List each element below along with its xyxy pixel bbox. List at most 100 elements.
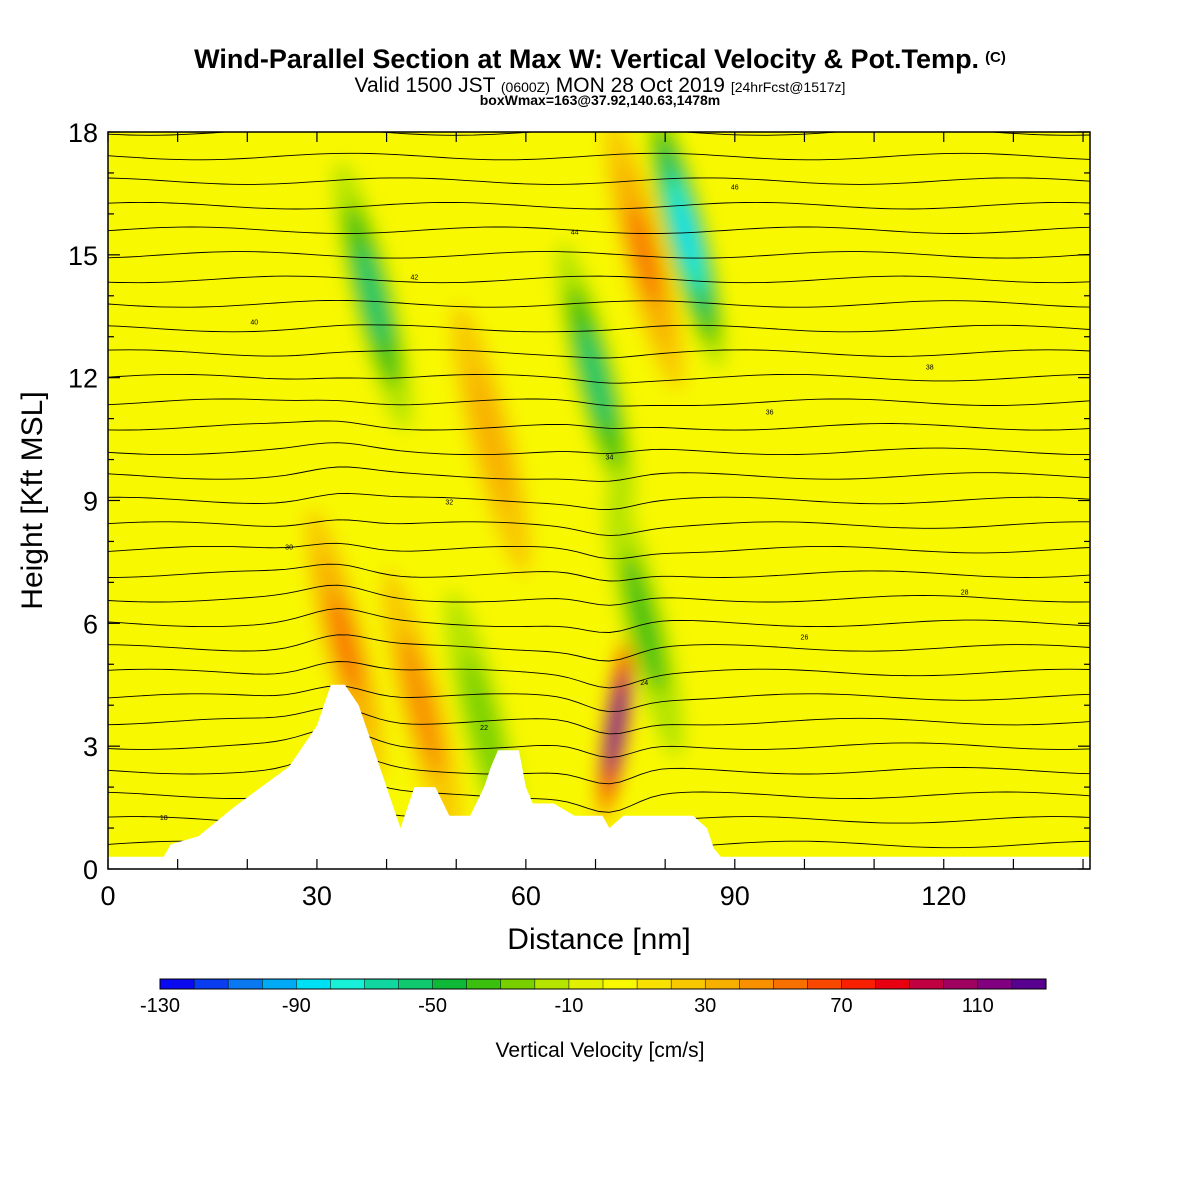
y-tick-label: 15 — [68, 241, 98, 271]
colorbar-swatch — [875, 978, 911, 990]
colorbar-swatch — [296, 978, 331, 990]
colorbar-tick-label: -50 — [418, 995, 447, 1017]
isentrope-label: 40 — [250, 319, 258, 326]
colorbar-tick-label: -130 — [140, 995, 180, 1017]
velocity-cell-downdraft — [623, 552, 666, 695]
colorbar: -130 -90 -50 -10 30 70 110 Vertical Velocity [c… — [140, 978, 1047, 1062]
colorbar-swatch — [943, 978, 979, 990]
x-axis-label: Distance [nm] — [507, 923, 690, 956]
isentrope-label: 22 — [480, 725, 488, 732]
velocity-cell-updraft — [329, 593, 360, 694]
y-tick-label: 0 — [83, 855, 98, 885]
isentrope-label: 46 — [731, 184, 739, 191]
isentrope-label: 28 — [961, 590, 969, 597]
isentrope-line — [108, 275, 1090, 284]
chart-title: Wind-Parallel Section at Max W: Vertical… — [0, 44, 1200, 75]
isentrope-label: 36 — [766, 410, 774, 417]
colorbar-swatch — [193, 978, 229, 990]
colorbar-swatch — [500, 978, 536, 990]
colorbar-tick-label: -90 — [282, 995, 311, 1017]
x-tick-label: 90 — [720, 881, 750, 911]
isentrope-line — [108, 152, 1090, 161]
colorbar-tick-label: 30 — [694, 995, 716, 1017]
colorbar-swatch — [432, 978, 468, 990]
colorbar-swatch — [568, 978, 604, 990]
isentrope-line — [108, 420, 1090, 431]
velocity-cell-downdraft — [357, 245, 388, 346]
colorbar-swatch — [773, 978, 809, 990]
colorbar-swatch — [909, 978, 945, 990]
colorbar-tick-label: 70 — [830, 995, 852, 1017]
terrain-profile — [108, 684, 1090, 869]
isentrope-line — [108, 519, 1090, 537]
isentrope-line — [108, 324, 1090, 333]
y-axis-label: Height [Kft MSL] — [16, 391, 49, 609]
y-tick-label: 6 — [83, 609, 98, 639]
colorbar-swatch — [534, 978, 570, 990]
chart-title-text: Wind-Parallel Section at Max W: Vertical… — [194, 44, 980, 74]
velocity-field — [108, 132, 1090, 869]
colorbar-tick-label: 110 — [962, 995, 994, 1017]
velocity-cell-downdraft — [675, 201, 697, 268]
isentrope-line — [108, 177, 1090, 185]
y-tick-label: 18 — [68, 118, 98, 148]
isentrope-line — [108, 442, 1090, 456]
isentrope-line — [108, 201, 1090, 210]
isentrope-line — [108, 634, 1090, 662]
isentrope-line — [108, 661, 1090, 689]
isentrope-line — [108, 727, 1090, 758]
colorbar-swatch — [159, 978, 195, 990]
isentrope-line — [108, 584, 1090, 606]
box-info: boxWmax=163@37.92,140.63,1478m — [479, 92, 721, 108]
velocity-cell-downdraft — [580, 327, 611, 428]
colorbar-swatch — [977, 978, 1013, 990]
isentrope-label: 24 — [640, 680, 648, 687]
isentrope-label: 34 — [606, 455, 614, 462]
isentrope-line — [108, 750, 1090, 785]
isentrope-label: 44 — [571, 229, 579, 236]
isentrope-line — [108, 492, 1090, 510]
x-tick-label: 120 — [921, 881, 966, 911]
colorbar-swatch — [466, 978, 502, 990]
valid-date: MON 28 Oct 2019 — [555, 74, 725, 97]
isentrope-line — [108, 349, 1090, 359]
isentrope-label: 42 — [411, 274, 419, 281]
isentrope-label: 38 — [926, 364, 934, 371]
colorbar-tick-label: -10 — [554, 995, 583, 1017]
colorbar-swatch — [602, 978, 638, 990]
colorbar-swatch — [670, 978, 706, 990]
isentrope-line — [108, 542, 1090, 560]
isentrope-line — [108, 226, 1090, 234]
colorbar-title: Vertical Velocity [cm/s] — [496, 1039, 705, 1062]
velocity-cell-updraft — [469, 368, 513, 510]
isentrope-label: 30 — [285, 545, 293, 552]
colorbar-swatch — [398, 978, 434, 990]
isentrope-line — [108, 373, 1090, 384]
y-tick-label: 12 — [68, 364, 98, 394]
x-tick-label: 0 — [100, 881, 115, 911]
velocity-cell-updraft — [629, 205, 660, 305]
colorbar-swatch — [841, 978, 877, 990]
colorbar-swatch — [739, 978, 774, 990]
isentrope-line — [108, 685, 1090, 713]
y-tick-label: 9 — [83, 487, 98, 517]
isentrope-line — [108, 398, 1090, 407]
colorbar-swatch — [704, 978, 740, 990]
forecast-info: [24hrFcst@1517z] — [730, 79, 846, 95]
colorbar-swatch — [227, 978, 263, 990]
isentrope-label: 32 — [445, 500, 453, 507]
isentrope-line — [108, 706, 1090, 735]
velocity-cell-updraft — [611, 705, 622, 746]
x-tick-label: 30 — [302, 881, 332, 911]
field-background — [108, 132, 1090, 869]
isentrope-label: 18 — [160, 815, 168, 822]
colorbar-frame — [159, 978, 1047, 990]
colorbar-swatch — [1011, 978, 1047, 990]
copyright-mark: (C) — [985, 49, 1006, 66]
isentrope-label: 26 — [801, 635, 809, 642]
chart-subtitle: Valid 1500 JST (0600Z) MON 28 Oct 2019 [… — [0, 74, 1200, 98]
colorbar-swatch — [330, 978, 366, 990]
isentrope-line — [108, 251, 1090, 259]
